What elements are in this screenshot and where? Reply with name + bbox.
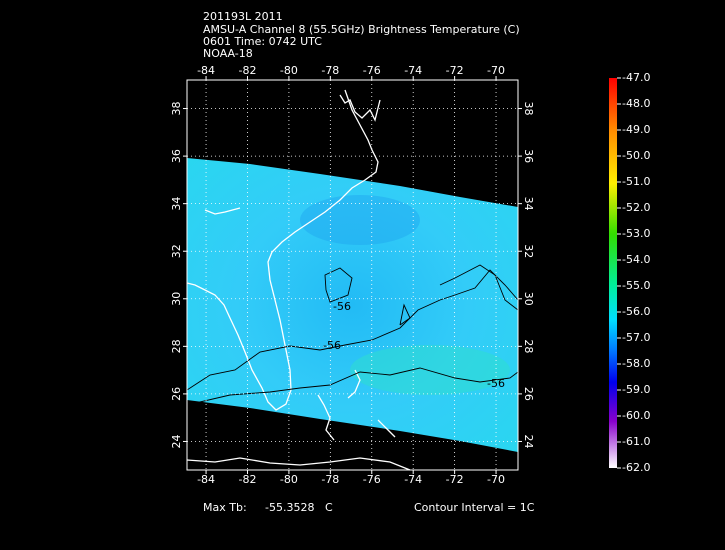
map [186, 89, 519, 471]
lon-label: -82 [238, 473, 256, 486]
lon-label: -70 [487, 64, 505, 77]
colorbar-label: -57.0 [622, 331, 650, 344]
lat-label: 38 [170, 102, 183, 116]
lat-label: 36 [522, 149, 535, 163]
colorbar-label: -48.0 [622, 97, 650, 110]
map-frame [186, 79, 519, 471]
colorbar-label: -51.0 [622, 175, 650, 188]
colorbar-label: -53.0 [622, 227, 650, 240]
lon-label: -70 [487, 473, 505, 486]
lat-label: 38 [522, 102, 535, 116]
lon-label: -76 [363, 473, 381, 486]
colorbar-label: -59.0 [622, 383, 650, 396]
lat-label: 26 [522, 387, 535, 401]
lat-label: 32 [170, 244, 183, 258]
lat-label: 30 [170, 292, 183, 306]
contour-label: -56 [323, 339, 341, 352]
lon-label: -80 [280, 473, 298, 486]
contour [439, 264, 519, 311]
colorbar-label: -47.0 [622, 71, 650, 84]
contour-label: -56 [333, 300, 351, 313]
header-line: 0601 Time: 0742 UTC [203, 35, 322, 48]
lat-label: 28 [522, 339, 535, 353]
swath-shade [350, 345, 510, 395]
contour [399, 303, 411, 326]
colorbar-label: -62.0 [622, 461, 650, 474]
coastline [186, 457, 411, 471]
contour [186, 367, 519, 406]
coastline [317, 394, 335, 441]
header-line: NOAA-18 [203, 47, 253, 60]
lat-label: 30 [522, 292, 535, 306]
coastline [347, 369, 361, 399]
coastline [339, 94, 381, 122]
colorbar [609, 78, 617, 468]
contour-interval: Contour Interval = 1C [414, 501, 535, 514]
lon-label: -76 [363, 64, 381, 77]
colorbar-label: -55.0 [622, 279, 650, 292]
coastline [204, 207, 241, 215]
lon-label: -72 [446, 473, 464, 486]
colorbar-label: -58.0 [622, 357, 650, 370]
lon-label: -72 [446, 64, 464, 77]
lat-label: 24 [522, 434, 535, 448]
max-value: -55.3528 [265, 501, 314, 514]
lat-label: 34 [522, 197, 535, 211]
lon-label: -82 [238, 64, 256, 77]
lat-label: 24 [170, 434, 183, 448]
lon-label: -74 [404, 473, 422, 486]
lon-label: -80 [280, 64, 298, 77]
max-label: Max Tb: [203, 501, 247, 514]
lat-label: 28 [170, 339, 183, 353]
colorbar-label: -52.0 [622, 201, 650, 214]
lat-label: 26 [170, 387, 183, 401]
lat-label: 32 [522, 244, 535, 258]
coastline [186, 89, 379, 411]
colorbar-label: -60.0 [622, 409, 650, 422]
max-unit: C [325, 501, 333, 514]
contour-label: -56 [487, 377, 505, 390]
header-line: 201193L 2011 [203, 10, 283, 23]
contour [324, 267, 353, 303]
colorbar-label: -61.0 [622, 435, 650, 448]
header-line: AMSU-A Channel 8 (55.5GHz) Brightness Te… [203, 23, 520, 36]
coastline [377, 419, 396, 438]
colorbar-label: -54.0 [622, 253, 650, 266]
lon-label: -84 [197, 473, 215, 486]
colorbar-label: -56.0 [622, 305, 650, 318]
colorbar-label: -49.0 [622, 123, 650, 136]
lon-label: -78 [321, 473, 339, 486]
lat-label: 36 [170, 149, 183, 163]
colorbar-label: -50.0 [622, 149, 650, 162]
lon-label: -84 [197, 64, 215, 77]
swath-shade [300, 195, 420, 245]
lat-label: 34 [170, 197, 183, 211]
lon-label: -74 [404, 64, 422, 77]
lon-label: -78 [321, 64, 339, 77]
